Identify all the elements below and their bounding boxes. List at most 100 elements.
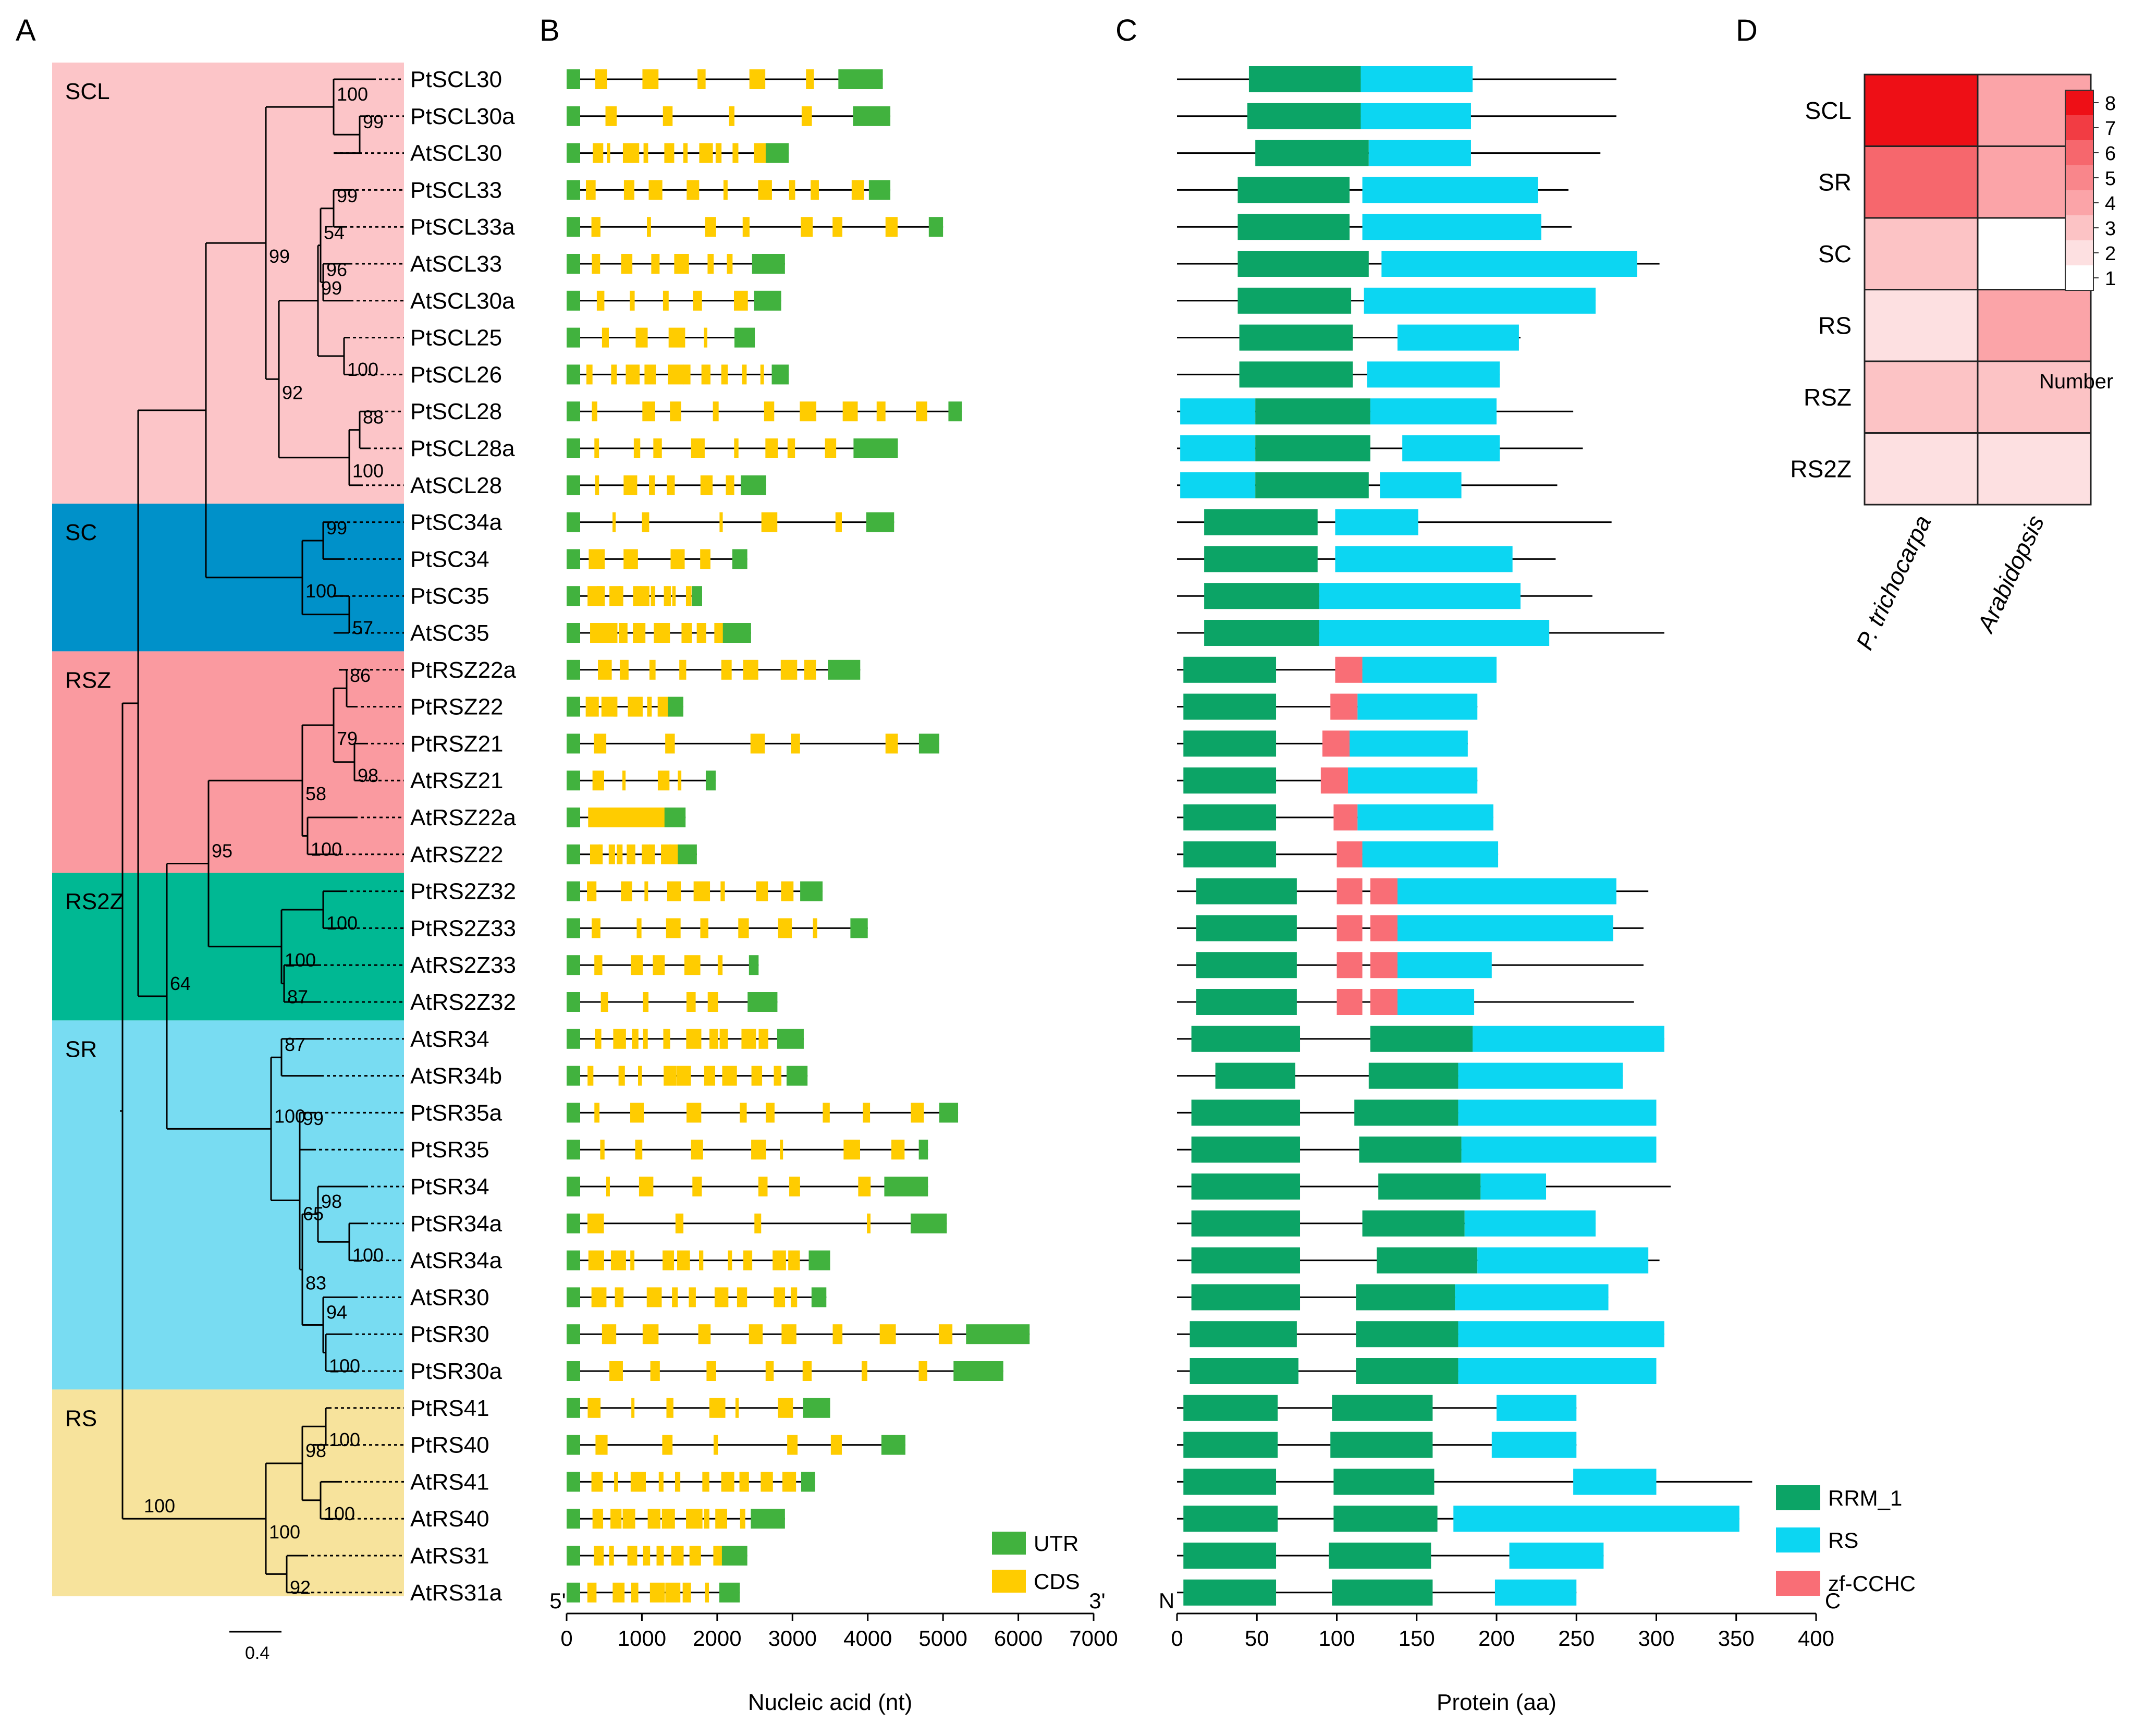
- gene-label: PtSR34: [410, 1174, 489, 1200]
- domain-zf: [1335, 656, 1363, 683]
- x-tick-label: 4000: [843, 1626, 892, 1651]
- cds-block: [593, 143, 604, 163]
- utr-block: [567, 1472, 580, 1492]
- cds-block: [657, 696, 669, 717]
- cds-block: [643, 143, 648, 163]
- cds-block: [749, 69, 766, 89]
- domain-rrm: [1190, 1321, 1297, 1348]
- x-tick-label: 6000: [994, 1626, 1043, 1651]
- cds-block: [649, 844, 655, 864]
- domain-zf: [1370, 952, 1398, 979]
- legend-swatch-domain: [1776, 1527, 1820, 1552]
- cds-block: [705, 1582, 709, 1603]
- gene-label: PtSCL25: [410, 325, 502, 351]
- cds-block: [596, 290, 605, 311]
- utr-block: [567, 69, 580, 89]
- cds-block: [709, 1029, 718, 1049]
- cds-block: [644, 881, 648, 901]
- cds-block: [668, 327, 685, 348]
- utr-block: [678, 844, 697, 864]
- domain-rrm: [1183, 1432, 1278, 1458]
- domain-rrm: [1190, 1358, 1298, 1384]
- cds-block: [594, 733, 607, 754]
- cds-block: [592, 254, 600, 274]
- cds-block: [594, 955, 603, 975]
- cds-block: [721, 364, 728, 385]
- cds-block: [615, 1287, 624, 1307]
- colorbar-segment: [2065, 115, 2093, 140]
- domain-zf: [1337, 989, 1363, 1015]
- domain-rrm: [1330, 1432, 1433, 1458]
- cds-block: [626, 364, 640, 385]
- cds-block: [738, 918, 749, 938]
- cds-block: [911, 1103, 924, 1123]
- heatmap-cell: [1977, 360, 2092, 434]
- cds-block: [918, 1361, 927, 1381]
- domain-rs: [1458, 1062, 1623, 1089]
- gene-label: PtSR34a: [410, 1211, 502, 1237]
- utr-block: [752, 254, 785, 274]
- domain-zf: [1333, 804, 1358, 830]
- cds-block: [613, 696, 617, 717]
- utr-block: [786, 1066, 808, 1086]
- bootstrap-value: 100: [347, 359, 378, 380]
- utr-block: [567, 1398, 580, 1418]
- domain-rs: [1477, 1247, 1649, 1274]
- colorbar-title: Number: [2039, 370, 2113, 393]
- domain-rrm: [1332, 1579, 1433, 1606]
- cds-block: [610, 1509, 622, 1529]
- cds-block: [702, 1472, 709, 1492]
- gene-label: PtRS2Z32: [410, 879, 516, 904]
- colorbar-tick-label: 7: [2105, 118, 2116, 140]
- colorbar-tick-label: 2: [2105, 243, 2116, 265]
- cds-block: [683, 143, 688, 163]
- heatmap-cell: [1864, 217, 1979, 290]
- domain-rs: [1458, 1321, 1664, 1348]
- cds-block: [689, 1546, 701, 1566]
- cds-block: [619, 659, 629, 680]
- gene-label: AtSCL30: [410, 141, 502, 166]
- five-prime-label: 5': [549, 1588, 566, 1613]
- x-tick-label: 200: [1478, 1626, 1515, 1651]
- cds-block: [728, 1250, 732, 1270]
- bootstrap-value: 79: [337, 728, 358, 749]
- legend-swatch-utr: [992, 1532, 1026, 1555]
- domain-zf: [1330, 693, 1358, 720]
- domain-rs: [1350, 730, 1468, 757]
- cds-block: [595, 1435, 608, 1455]
- cds-block: [842, 401, 858, 422]
- cds-block: [761, 512, 778, 532]
- cds-block: [726, 475, 734, 495]
- cds-block: [647, 696, 652, 717]
- bootstrap-value: 87: [287, 986, 308, 1008]
- cds-block: [627, 1546, 638, 1566]
- utr-block: [884, 1177, 928, 1196]
- domain-rs: [1397, 915, 1613, 942]
- cds-block: [585, 696, 599, 717]
- cds-block: [727, 254, 733, 274]
- gene-label: PtSR35: [410, 1137, 489, 1163]
- domain-rs: [1368, 140, 1471, 166]
- domain-rrm: [1183, 730, 1277, 757]
- utr-block: [740, 475, 766, 495]
- utr-block: [567, 512, 580, 532]
- utr-block: [567, 992, 580, 1012]
- heatmap-row-label: SR: [1818, 168, 1852, 195]
- cds-block: [885, 733, 898, 754]
- domain-rrm: [1183, 841, 1277, 867]
- cds-block: [628, 696, 643, 717]
- cds-block: [586, 364, 593, 385]
- utr-block: [567, 881, 580, 901]
- cds-block: [585, 180, 596, 200]
- cds-block: [635, 1140, 643, 1160]
- utr-block: [567, 217, 580, 237]
- cds-block: [674, 254, 689, 274]
- utr-block: [754, 290, 781, 311]
- utr-block: [838, 69, 883, 89]
- cds-block: [663, 1029, 670, 1049]
- bootstrap-value: 64: [170, 973, 191, 994]
- domain-rrm: [1183, 767, 1277, 794]
- gene-label: PtSR30: [410, 1322, 489, 1347]
- three-prime-label: 3': [1089, 1588, 1105, 1613]
- gene-label: AtSR30: [410, 1285, 489, 1310]
